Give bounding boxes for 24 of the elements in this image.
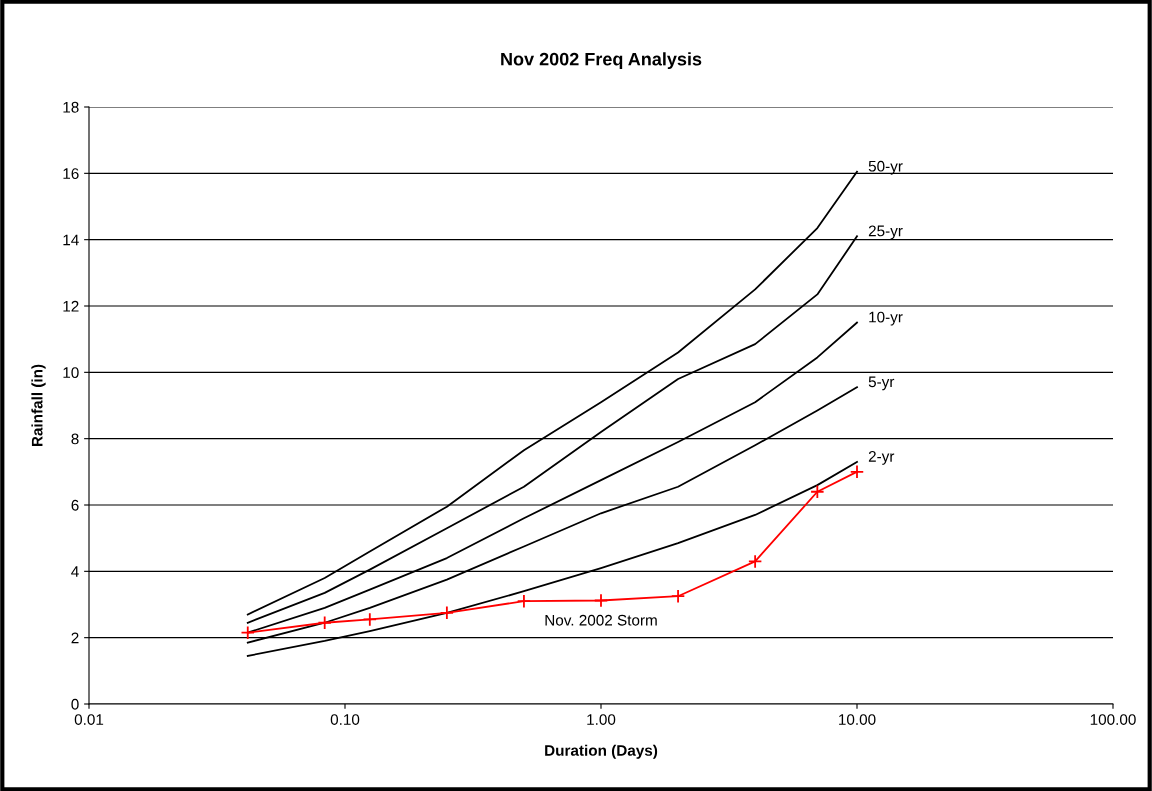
x-tick-label: 10.00 xyxy=(839,714,876,725)
series-label: 5-yr xyxy=(868,376,895,391)
y-tick-label: 12 xyxy=(63,300,79,312)
chart-title: Nov 2002 Freq Analysis xyxy=(501,52,702,70)
x-tick-label: 0.10 xyxy=(330,714,360,725)
y-tick-label: 10 xyxy=(63,367,79,379)
y-tick-label: 0 xyxy=(71,698,79,710)
series-label: 2-yr xyxy=(868,451,895,465)
y-tick-label: 8 xyxy=(71,433,79,445)
y-tick-label: 16 xyxy=(63,168,79,180)
y-tick-label: 2 xyxy=(71,632,79,644)
series-label: Nov. 2002 Storm xyxy=(545,614,657,626)
y-tick-label: 4 xyxy=(71,566,79,577)
x-axis-title: Duration (Days) xyxy=(545,744,658,759)
series-label: 10-yr xyxy=(869,311,903,326)
y-tick-label: 6 xyxy=(71,499,79,511)
series-label: 25-yr xyxy=(868,225,903,240)
x-tick-label: 100.00 xyxy=(1090,714,1136,725)
y-axis-title: Rainfall (in) xyxy=(31,364,46,447)
x-tick-label: 1.00 xyxy=(587,714,616,725)
y-tick-label: 18 xyxy=(63,101,79,113)
y-tick-label: 14 xyxy=(63,234,79,246)
x-tick-label: 0.01 xyxy=(74,714,104,725)
series-label: 50-yr xyxy=(868,160,903,175)
